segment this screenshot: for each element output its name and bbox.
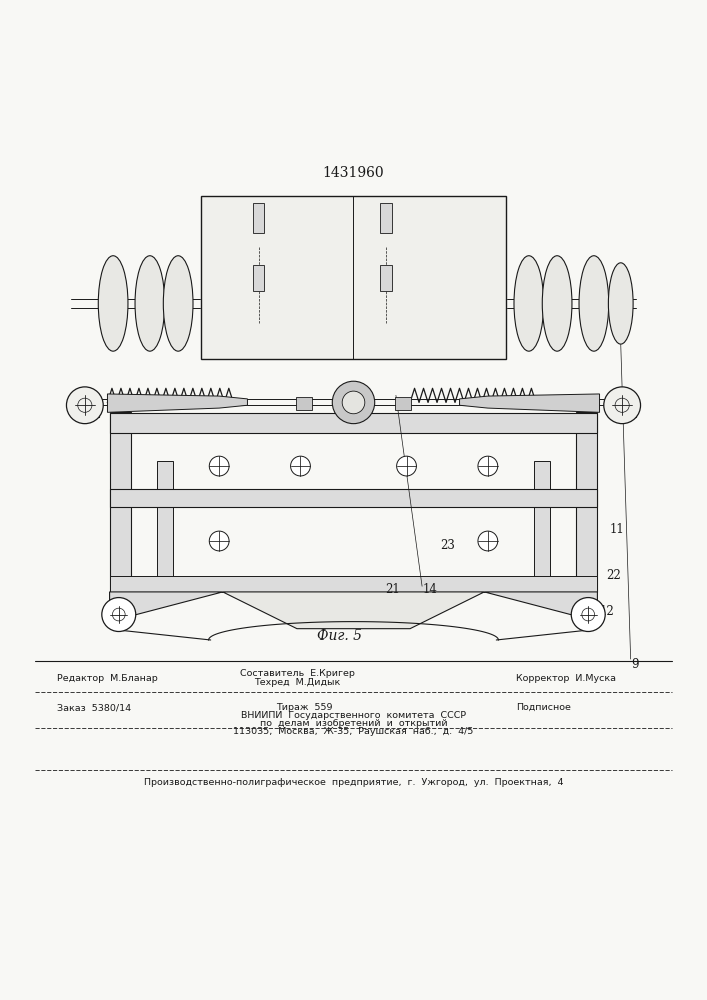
Text: 21: 21 xyxy=(385,583,399,596)
Bar xyxy=(253,203,264,233)
Polygon shape xyxy=(484,592,597,622)
Bar xyxy=(380,203,392,233)
Bar xyxy=(157,461,173,592)
Ellipse shape xyxy=(98,256,128,351)
Text: по  делам  изобретений  и  открытий: по делам изобретений и открытий xyxy=(259,719,448,728)
Circle shape xyxy=(604,387,641,424)
Bar xyxy=(296,397,312,410)
Circle shape xyxy=(342,391,365,414)
Bar xyxy=(110,412,131,592)
Polygon shape xyxy=(223,592,484,629)
Text: ВНИИПИ  Государственного  комитета  СССР: ВНИИПИ Государственного комитета СССР xyxy=(241,711,466,720)
Text: 23: 23 xyxy=(440,539,455,552)
Text: Производственно-полиграфическое  предприятие,  г.  Ужгород,  ул.  Проектная,  4: Производственно-полиграфическое предприя… xyxy=(144,778,563,787)
Circle shape xyxy=(209,531,229,551)
Circle shape xyxy=(102,598,136,632)
Bar xyxy=(395,397,411,410)
Bar xyxy=(71,394,99,417)
Text: Корректор  И.Муска: Корректор И.Муска xyxy=(516,674,616,683)
Circle shape xyxy=(209,456,229,476)
Circle shape xyxy=(66,387,103,424)
Ellipse shape xyxy=(163,256,193,351)
Bar xyxy=(110,489,597,507)
Text: Техред  М.Дидык: Техред М.Дидык xyxy=(254,678,340,687)
Bar xyxy=(608,394,636,417)
Ellipse shape xyxy=(542,256,572,351)
Ellipse shape xyxy=(135,256,165,351)
Text: Составитель  Е.Кригер: Составитель Е.Кригер xyxy=(240,669,354,678)
Bar xyxy=(201,196,506,359)
Circle shape xyxy=(478,456,498,476)
Ellipse shape xyxy=(579,256,609,351)
Text: Редактор  М.Бланар: Редактор М.Бланар xyxy=(57,674,158,683)
Circle shape xyxy=(332,381,375,424)
Text: 9: 9 xyxy=(631,658,639,671)
Text: Подписное: Подписное xyxy=(516,703,571,712)
Text: Фиг. 5: Фиг. 5 xyxy=(317,629,362,643)
Bar xyxy=(253,265,264,291)
Ellipse shape xyxy=(514,256,544,351)
Bar xyxy=(534,461,550,592)
Circle shape xyxy=(397,456,416,476)
Text: 12: 12 xyxy=(600,605,614,618)
Polygon shape xyxy=(107,394,247,412)
Polygon shape xyxy=(110,592,223,622)
Text: 1431960: 1431960 xyxy=(322,166,385,180)
Ellipse shape xyxy=(608,263,633,344)
Circle shape xyxy=(291,456,310,476)
Circle shape xyxy=(571,598,605,632)
Text: Заказ  5380/14: Заказ 5380/14 xyxy=(57,703,131,712)
Text: 113035,  Москва,  Ж-35,  Раушская  наб.,  д.  4/5: 113035, Москва, Ж-35, Раушская наб., д. … xyxy=(233,727,474,736)
Text: 11: 11 xyxy=(609,523,624,536)
Text: Тираж  559: Тираж 559 xyxy=(276,703,332,712)
Text: 14: 14 xyxy=(423,583,438,596)
Bar xyxy=(110,576,597,592)
Bar xyxy=(110,413,597,433)
Bar xyxy=(576,412,597,592)
Polygon shape xyxy=(460,394,600,412)
Circle shape xyxy=(478,531,498,551)
Text: 22: 22 xyxy=(607,569,621,582)
Bar xyxy=(380,265,392,291)
